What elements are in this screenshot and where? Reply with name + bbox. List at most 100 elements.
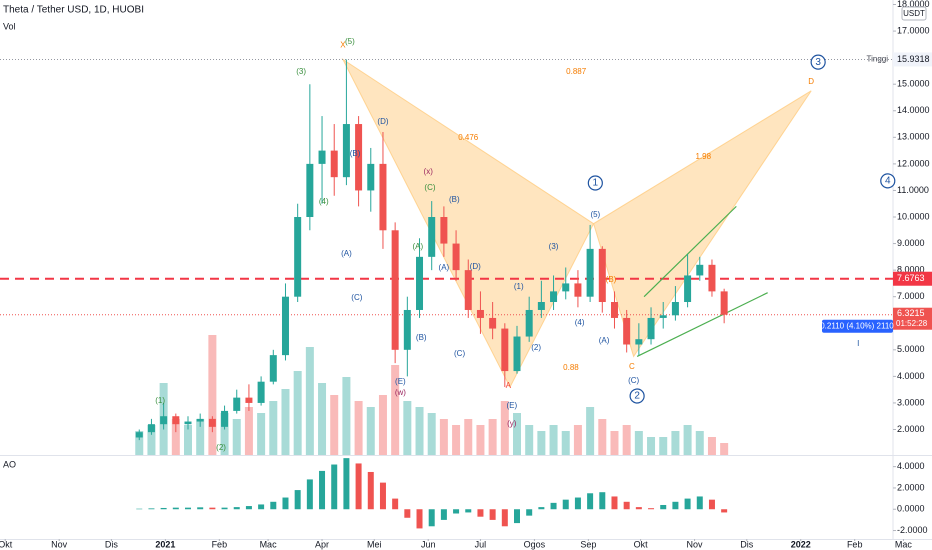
candle-body [501,328,509,372]
volume-bar [549,425,558,455]
candle-body [135,432,143,438]
countdown: 01:52:28 [896,319,928,328]
change-label: 0.2110 (4.10%) 2110 [820,321,894,330]
volume-bar [561,431,570,455]
volume-bar [537,431,546,455]
volume-bar [171,419,180,455]
wave-circle [629,388,645,404]
candle-body [160,416,168,425]
volume-bar [659,437,668,455]
candle-body [525,309,533,337]
volume-bar [269,401,278,455]
wave-circle [587,175,603,191]
wave-label: 2 [634,391,640,402]
currency-box[interactable] [901,6,927,21]
volume-bar [476,425,485,455]
candle-body [318,150,326,164]
candle-body [233,397,241,411]
y-tick-label: 0.0000 [897,504,925,514]
candle-body [513,336,521,372]
candle-body [428,217,436,257]
volume-bar [330,395,339,455]
wave-label: (A) [412,242,423,251]
y-tick-label: 10.0000 [897,211,930,221]
wave-label: 0.88 [563,363,579,372]
candle-body [574,283,582,297]
x-tick-label: Feb [212,539,228,549]
volume-bar [232,419,241,455]
ao-bar [477,509,484,517]
wave-label: (1) [514,282,524,291]
wave-label: (y) [507,419,517,428]
wave-label: (3) [296,67,306,76]
ao-bar [392,498,399,510]
currency[interactable]: USDT [903,9,925,18]
candle-body [208,418,216,427]
volume-bar [586,407,595,455]
wave-label: (5) [345,37,355,46]
harmonic-pattern [593,90,812,358]
volume-bar [464,419,473,455]
x-tick-label: Dis [740,539,753,549]
ao-bar [404,509,411,518]
candle-body [416,256,424,310]
change-box [822,319,893,333]
volume-bar [427,413,436,455]
volume-bar [305,347,314,455]
wave-label: (w) [395,388,406,397]
wave-circle [810,54,826,70]
ao-bar [514,509,520,524]
volume-bar [573,425,582,455]
volume-bar [695,431,704,455]
wave-label: 3 [815,57,821,68]
candle-body [489,317,497,329]
x-tick-label: 2022 [791,539,811,549]
candle-body [623,317,631,345]
wave-label: (A) [439,263,450,272]
candle-body [720,291,728,315]
wave-label: (D) [470,262,481,271]
ao-bar [258,504,265,510]
ao-bar [306,479,313,510]
ao-bar [355,463,362,510]
wave-label: 1.98 [695,152,711,161]
ao-bar [428,509,435,527]
candle-body [196,418,204,422]
wave-label: (B) [449,195,460,204]
x-tick-label: Mac [895,539,913,549]
volume-bar [610,431,619,455]
volume-bar [500,401,509,455]
candle-body [355,124,363,191]
candle-body [684,275,692,303]
y-tick-label: 15.0000 [897,79,930,89]
y-tick-label: 2.0000 [897,482,925,492]
volume-bar [720,443,729,455]
candle-body [184,421,192,425]
volume-bar [281,389,290,455]
wave-label: (C) [424,183,435,192]
candle-body [172,416,180,425]
ao-bar [136,508,143,510]
last-price-box [893,307,932,330]
ao-bar [270,501,277,510]
volume-bar [671,431,680,455]
volume-bar [220,413,229,455]
x-tick-label: Jul [475,539,487,549]
volume-bar [318,383,327,455]
ao-bar [185,507,191,510]
wave-label: (C) [351,293,362,302]
high-marker-name: Tinggi [867,55,889,64]
ao-bar [501,509,508,527]
wave-label: 4 [885,176,891,187]
ao-bar [574,497,581,510]
ao-title: AO [3,459,16,469]
ao-bar [245,506,252,510]
ao-bar [708,499,715,510]
candle-body [269,355,277,382]
y-tick-label: 2.0000 [897,424,925,434]
ao-bar [623,501,630,510]
ao-bar [343,458,350,510]
x-tick-label: Okt [0,539,13,549]
